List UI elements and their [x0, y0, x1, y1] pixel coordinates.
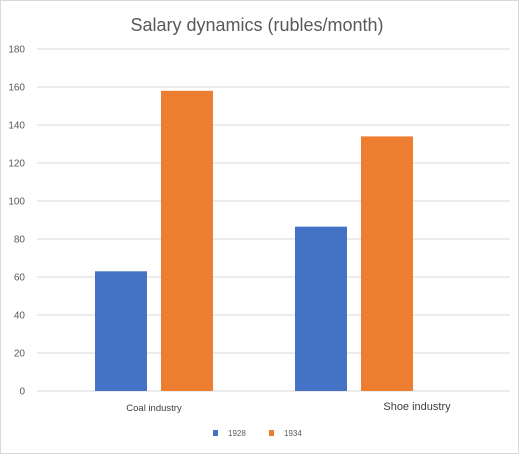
- bar-1934-coal: [161, 90, 213, 392]
- category-label: Shoe industry: [383, 401, 451, 413]
- category-label: Coal industry: [126, 403, 182, 414]
- y-tick-label: 120: [8, 159, 25, 170]
- y-tick-label: 140: [8, 121, 25, 132]
- legend: 1928 1934: [213, 429, 302, 438]
- bars: [95, 90, 413, 392]
- y-tick-label: 40: [14, 311, 26, 322]
- legend-label: 1928: [228, 429, 246, 438]
- bar-1934-shoe: [361, 136, 413, 391]
- bar-1928-shoe: [295, 226, 347, 391]
- chart-title: Salary dynamics (rubles/month): [130, 15, 383, 35]
- legend-swatch: [269, 430, 274, 436]
- y-tick-label: 80: [14, 235, 26, 246]
- y-tick-label: 180: [8, 45, 25, 56]
- bar-1928-coal: [95, 271, 147, 391]
- legend-swatch: [213, 430, 218, 436]
- y-tick-label: 100: [8, 197, 25, 208]
- x-axis-categories: Coal industry Shoe industry: [126, 401, 451, 414]
- y-tick-label: 20: [14, 349, 26, 360]
- y-axis-ticks: 0 20 40 60 80 100 120 140 160 180: [8, 45, 25, 398]
- y-tick-label: 0: [19, 387, 25, 398]
- legend-label: 1934: [284, 429, 302, 438]
- y-tick-label: 60: [14, 273, 26, 284]
- y-tick-label: 160: [8, 83, 25, 94]
